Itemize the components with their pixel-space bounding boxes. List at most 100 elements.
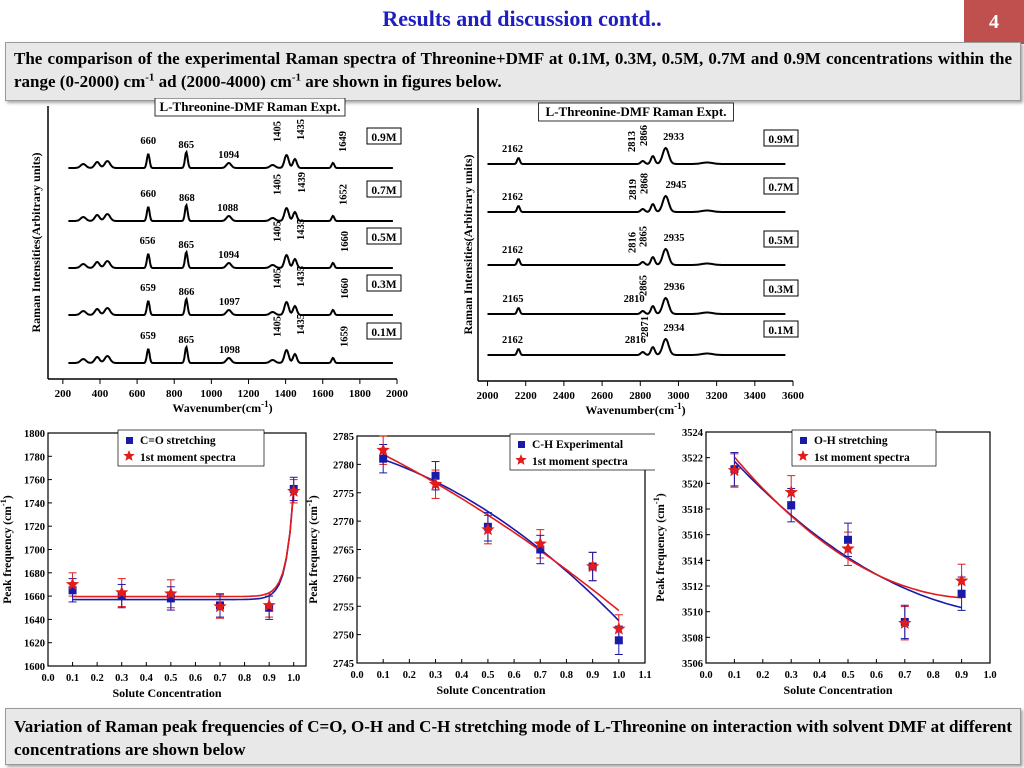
spectrum-trace-0.7M <box>68 202 393 222</box>
x-tick-label-7: 1600 <box>312 388 335 400</box>
spectrum-trace-0.3M <box>68 296 393 316</box>
y-tick-label-4: 2765 <box>333 546 354 557</box>
peak-label: 1652 <box>338 184 349 205</box>
peak-label: 2165 <box>503 294 524 305</box>
x-tick-label-10: 1.0 <box>612 670 625 681</box>
slide-title: Results and discussion contd.. <box>382 6 662 31</box>
y-axis-label-sup: -1 <box>652 497 661 504</box>
x-tick-label-6: 0.6 <box>508 670 521 681</box>
peak-label: 1405 <box>273 268 284 289</box>
oh-stretch-frequency-chart: 0.0 0.1 0.2 0.3 0.4 0.5 0.6 0.7 0.8 0.9 1.0 3506 350… <box>652 428 997 697</box>
x-tick-label-5: 0.5 <box>481 670 494 681</box>
y-tick-label-9: 3524 <box>682 428 704 439</box>
peak-label: 1098 <box>219 345 240 356</box>
peak-label: 1435 <box>296 219 307 240</box>
ch-stretch-frequency-chart: 0.0 0.1 0.2 0.3 0.4 0.5 0.6 0.7 0.8 0.9 1.0 1.1 2745… <box>305 432 655 697</box>
peak-label: 2816 <box>627 232 638 253</box>
x-tick-label-3: 0.3 <box>429 670 442 681</box>
series-label-0.7M: 0.7M <box>768 182 793 194</box>
peak-label: 1405 <box>273 316 284 337</box>
peak-label: 1659 <box>340 326 351 347</box>
x-tick-label-1: 0.1 <box>377 670 390 681</box>
y-axis-label-close: ) <box>655 493 667 497</box>
x-tick-label-2: 0.2 <box>91 673 104 684</box>
legend-label-0: C-H Experimental <box>532 439 623 451</box>
y-tick-label-7: 2780 <box>333 460 354 471</box>
y-tick-label-0: 1600 <box>24 662 45 673</box>
peak-label: 659 <box>140 331 156 342</box>
y-tick-label-0: 2745 <box>333 659 354 670</box>
legend-label-0: O-H stretching <box>814 435 888 447</box>
y-tick-label-5: 3516 <box>682 531 703 542</box>
legend-label-1: 1st moment spectra <box>532 456 628 468</box>
spectrum-trace-0.3M <box>487 296 786 315</box>
legend-square-icon <box>518 441 525 448</box>
data-point-star <box>428 477 443 490</box>
y-tick-label-2: 1640 <box>24 615 45 626</box>
chart-title-box <box>538 102 734 122</box>
y-tick-label-6: 2775 <box>333 489 354 500</box>
data-point-star <box>533 536 547 550</box>
x-axis-label-sup: -1 <box>261 399 269 409</box>
peak-label: 1435 <box>296 266 307 287</box>
spectrum-trace-0.5M <box>68 249 393 269</box>
data-point-square <box>957 589 966 598</box>
raman-low-spectrum-chart: 200 400 600 800 1000 1200 1400 1600 1800 2000 Wave… <box>29 98 409 414</box>
spectrum-trace-0.1M <box>487 337 786 356</box>
series-label-box <box>366 127 402 145</box>
summary-text-box: Variation of Raman peak frequencies of C… <box>5 708 1021 765</box>
data-point-star <box>898 616 912 629</box>
x-tick-label-0: 200 <box>55 388 72 400</box>
x-tick-label-8: 1800 <box>349 388 372 400</box>
data-point-star <box>287 484 301 497</box>
peak-label: 1094 <box>218 250 240 261</box>
spectrum-trace-0.7M <box>487 194 786 213</box>
peak-label: 2871 <box>640 316 651 337</box>
x-tick-label-0: 0.0 <box>699 670 712 681</box>
x-tick-label-5: 1200 <box>237 388 260 400</box>
y-tick-label-3: 1660 <box>24 592 45 603</box>
x-tick-label-2: 2400 <box>553 390 576 402</box>
peak-label: 1435 <box>296 314 307 335</box>
legend-box <box>791 429 937 467</box>
y-axis-label: Peak frequency (cm-1) <box>305 495 320 604</box>
data-point-star <box>841 541 855 555</box>
intro-superscript-1: -1 <box>145 71 155 84</box>
peak-label: 2945 <box>665 180 686 191</box>
data-point-square <box>614 636 623 645</box>
x-tick-label-4: 0.4 <box>455 670 469 681</box>
chart-title: L-Threonine-DMF Raman Expt. <box>546 104 727 119</box>
x-axis-label-close: ) <box>269 401 273 414</box>
x-axis-label-sup: -1 <box>674 401 682 411</box>
series-label-0.9M: 0.9M <box>371 132 396 144</box>
x-tick-label-8: 3600 <box>782 390 805 402</box>
peak-label: 1405 <box>273 121 284 142</box>
x-tick-label-4: 0.4 <box>140 673 154 684</box>
peak-label: 865 <box>178 335 194 346</box>
data-point-star <box>784 485 798 498</box>
peak-label: 660 <box>140 189 156 200</box>
x-tick-label-7: 0.7 <box>898 670 911 681</box>
peak-label: 1405 <box>273 174 284 195</box>
x-tick-label-6: 3200 <box>706 390 729 402</box>
x-tick-label-5: 0.5 <box>164 673 177 684</box>
peak-label: 2865 <box>639 226 650 247</box>
peak-label: 865 <box>178 240 194 251</box>
peak-label: 2933 <box>663 132 684 143</box>
y-tick-label-1: 1620 <box>24 639 45 650</box>
data-point-star <box>727 463 742 477</box>
y-axis-label: Raman Intensities(Arbitrary units) <box>29 153 43 333</box>
x-tick-label-4: 2800 <box>629 390 652 402</box>
x-tick-label-10: 1.0 <box>983 670 996 681</box>
y-axis-label: Raman Intensities(Arbitrary units) <box>461 155 475 335</box>
y-tick-label-2: 3510 <box>682 608 703 619</box>
peak-label: 659 <box>140 283 156 294</box>
series-label-box <box>763 279 799 297</box>
x-tick-label-4: 1000 <box>200 388 223 400</box>
data-point-square <box>536 545 545 554</box>
raman-high-spectrum-chart: 2000 2200 2400 2600 2800 3000 3200 3400 3600 Wave… <box>461 102 805 417</box>
plot-frame <box>47 432 307 667</box>
x-tick-label-1: 2200 <box>515 390 538 402</box>
fit-curve-first-moment <box>382 453 620 612</box>
peak-label: 1649 <box>338 131 349 152</box>
